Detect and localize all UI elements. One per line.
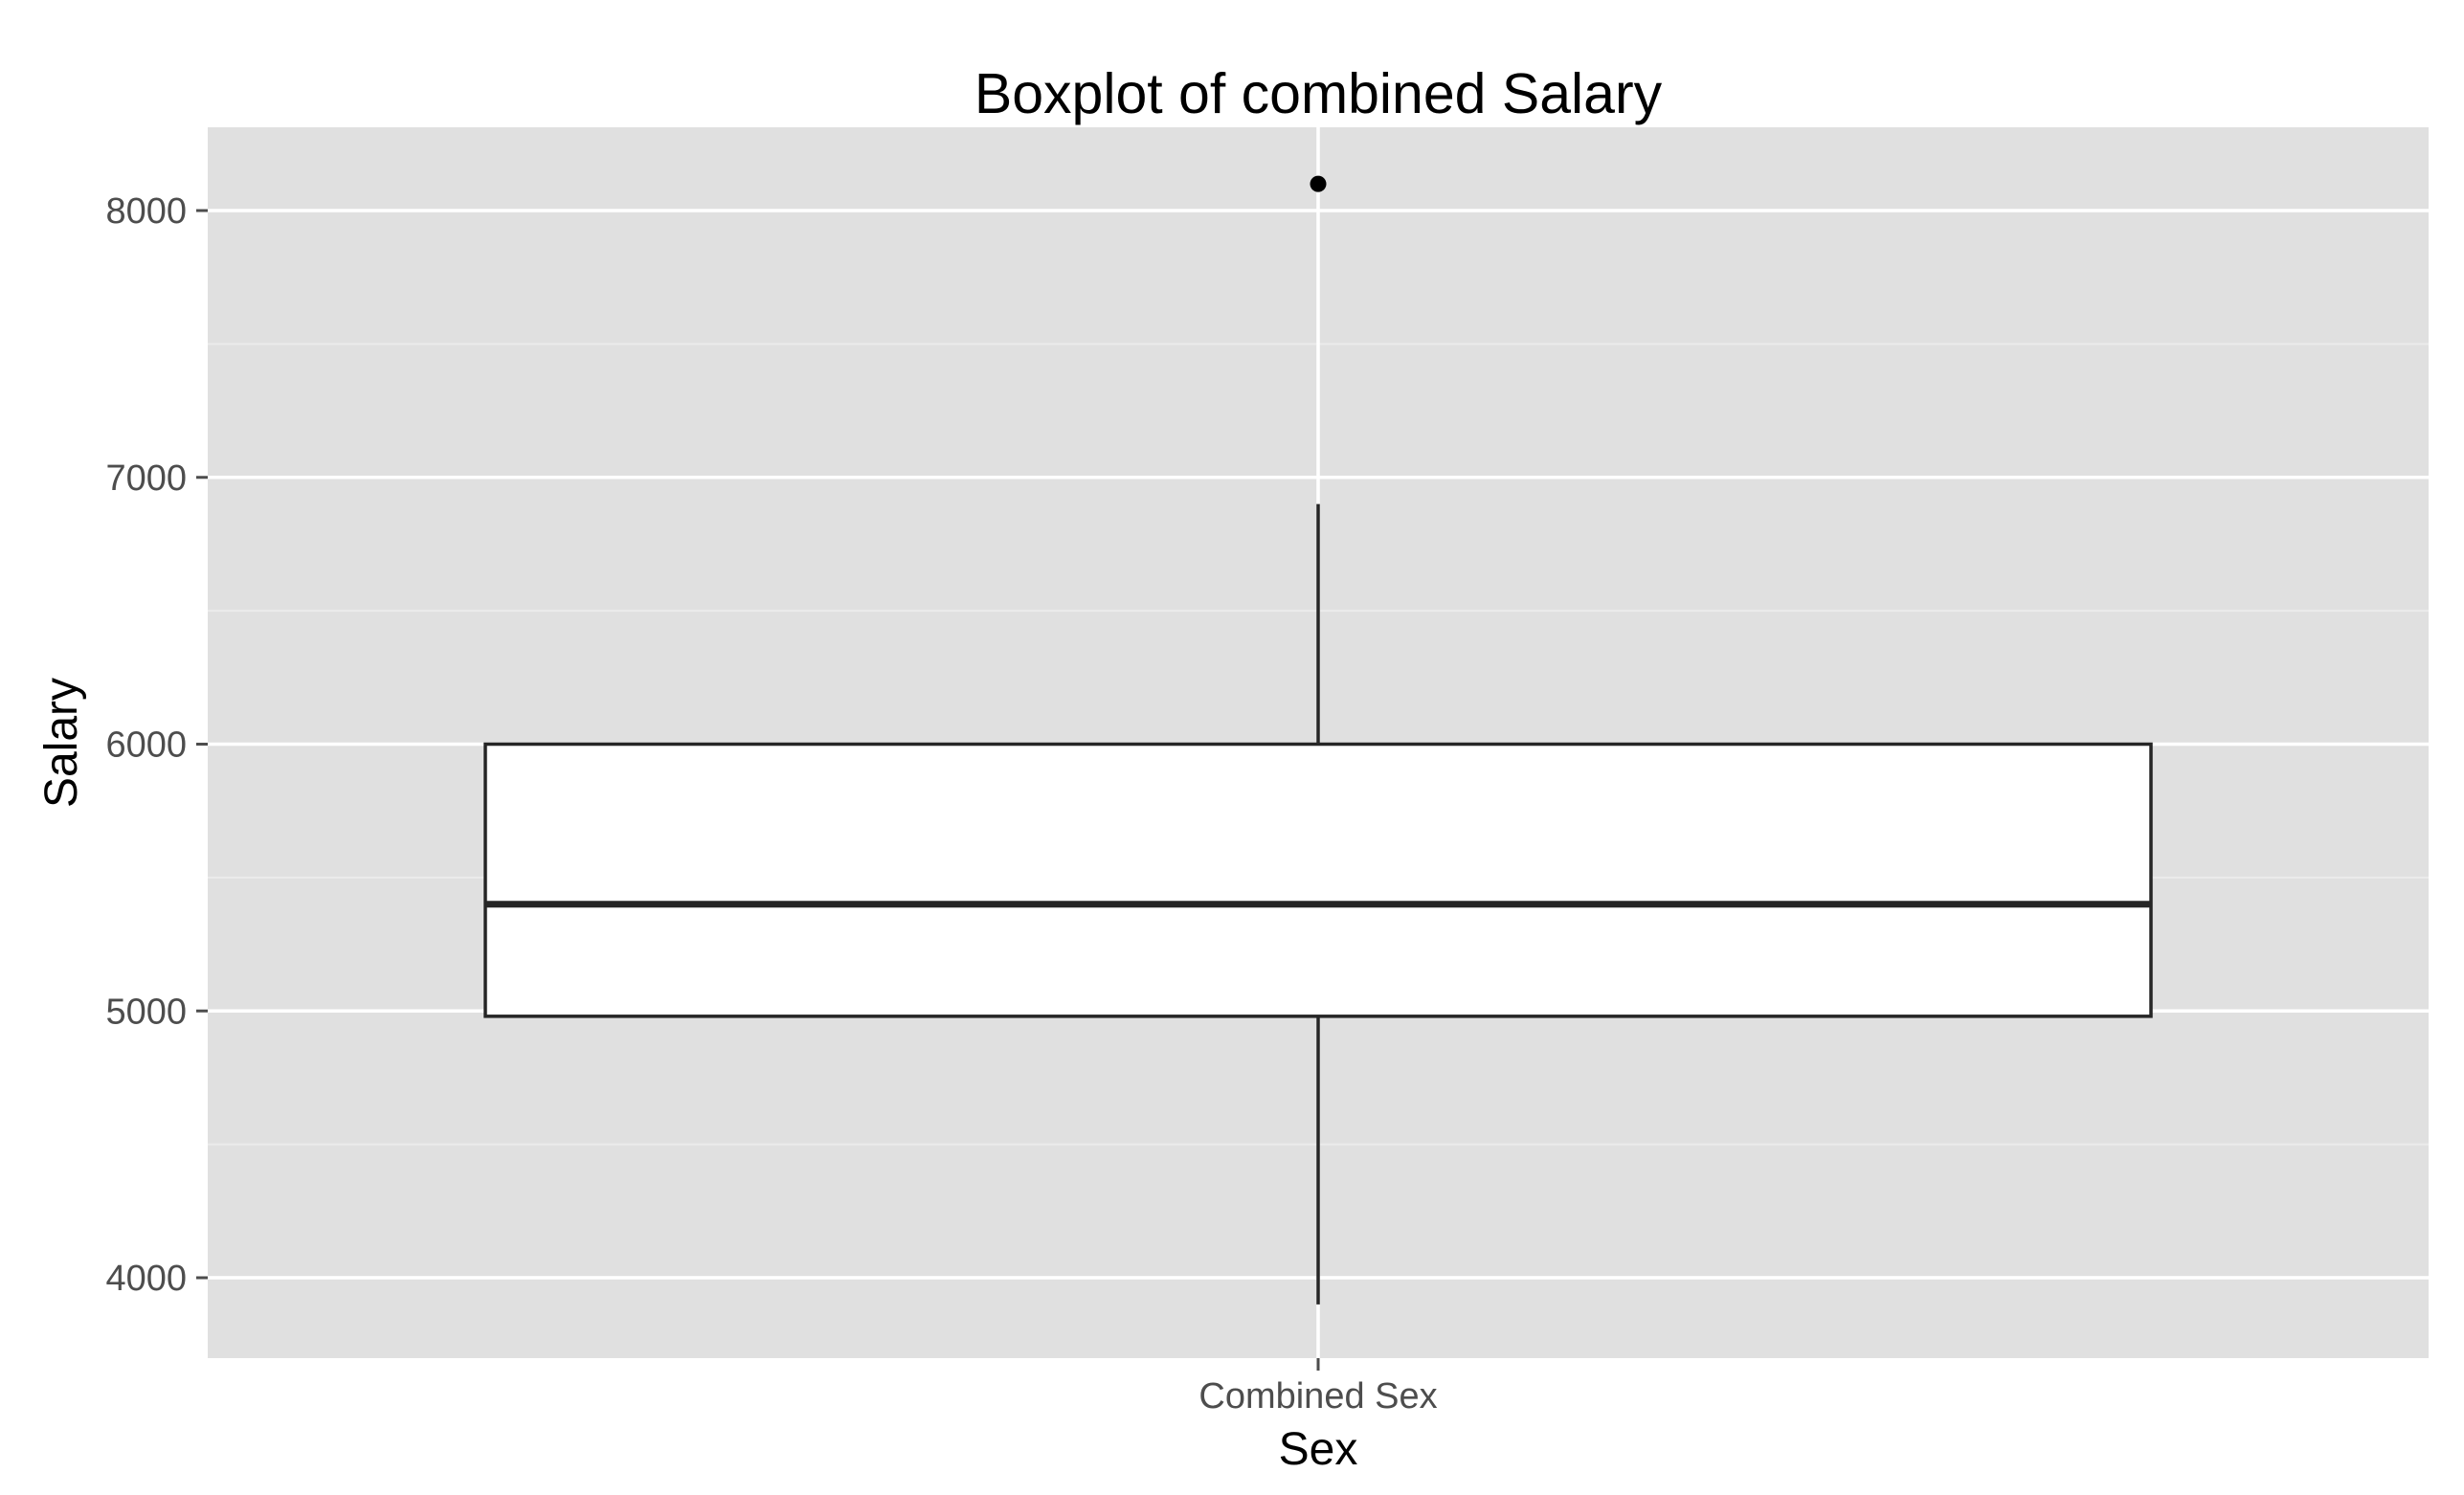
y-tick-label: 7000 — [105, 458, 187, 499]
y-tick-label: 5000 — [105, 992, 187, 1032]
x-axis-ticks: Combined Sex — [1198, 1358, 1438, 1417]
iqr-box — [483, 742, 2153, 1018]
y-tick-label: 8000 — [105, 191, 187, 232]
outlier-point — [1310, 175, 1327, 192]
y-tick-label: 6000 — [105, 725, 187, 766]
y-axis-title: Salary — [36, 678, 87, 808]
x-axis-title: Sex — [1279, 1424, 1358, 1475]
x-tick-label: Combined Sex — [1198, 1376, 1437, 1417]
boxplot-boxes — [483, 175, 2153, 1305]
chart-title: Boxplot of combined Salary — [974, 62, 1663, 125]
y-tick-label: 4000 — [105, 1259, 187, 1299]
y-axis-ticks: 4000 5000 6000 7000 8000 — [105, 191, 208, 1299]
